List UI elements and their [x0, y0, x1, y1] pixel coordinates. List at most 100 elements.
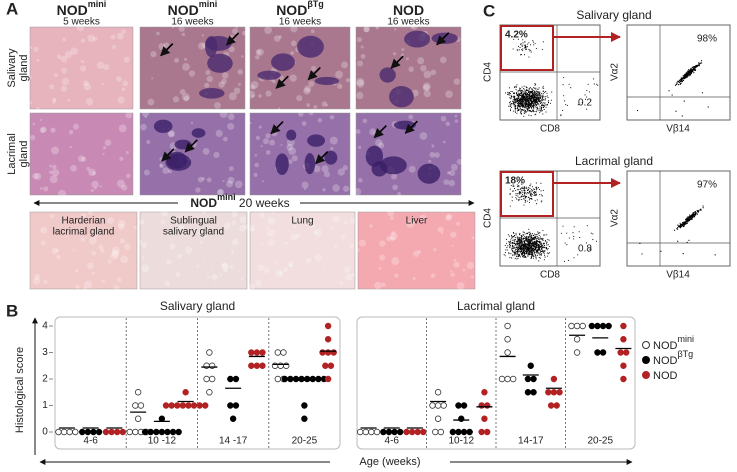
event [577, 104, 579, 106]
event [526, 240, 528, 242]
event [512, 239, 514, 241]
event [521, 106, 524, 108]
tissue-label: Liver [406, 216, 428, 227]
event [533, 191, 536, 193]
texture [412, 276, 416, 281]
texture [141, 242, 147, 248]
event [520, 54, 522, 56]
event [546, 234, 548, 236]
event [520, 105, 522, 108]
texture [431, 144, 435, 148]
event [689, 71, 692, 73]
event [586, 90, 588, 92]
event [534, 242, 537, 245]
event [535, 189, 538, 191]
event [507, 234, 509, 236]
event [528, 228, 530, 230]
infiltrate [324, 150, 338, 165]
event [536, 236, 538, 238]
event [698, 62, 700, 64]
texture [450, 163, 458, 171]
event [531, 243, 533, 245]
event [535, 95, 537, 97]
texture [61, 77, 70, 86]
event [676, 81, 678, 83]
data-point [484, 428, 491, 436]
event [535, 244, 538, 246]
event [579, 236, 581, 239]
event [516, 84, 518, 86]
texture [102, 152, 105, 155]
data-point [530, 375, 537, 383]
event [540, 253, 542, 255]
texture [253, 172, 258, 177]
event [538, 188, 541, 191]
event [593, 83, 595, 85]
texture [406, 220, 414, 228]
texture [310, 65, 317, 71]
event [537, 103, 540, 105]
event [697, 209, 699, 212]
event [521, 105, 524, 107]
texture [392, 52, 397, 56]
texture [442, 140, 446, 144]
event [532, 106, 534, 108]
label-bg [338, 455, 442, 469]
event [514, 101, 516, 103]
quadrant-value: 97% [697, 180, 717, 191]
texture [221, 72, 229, 79]
event [539, 112, 541, 114]
event [511, 248, 513, 250]
texture [175, 271, 181, 277]
event [512, 236, 514, 238]
event [515, 193, 517, 195]
event [514, 96, 516, 98]
event [525, 95, 527, 97]
texture [456, 282, 465, 290]
event [540, 251, 542, 253]
event [525, 48, 527, 50]
event [530, 183, 532, 185]
event [534, 194, 536, 196]
event [516, 180, 518, 183]
event [581, 102, 583, 104]
event [529, 86, 531, 88]
event [541, 99, 543, 101]
texture [261, 180, 265, 183]
event [523, 91, 525, 93]
event [521, 113, 523, 115]
texture [111, 246, 120, 255]
event [523, 245, 526, 247]
data-point [481, 389, 488, 396]
event [532, 40, 534, 42]
texture [124, 243, 131, 251]
event [514, 248, 517, 250]
event [513, 92, 515, 94]
texture [90, 188, 94, 193]
event [508, 235, 510, 237]
infiltrate [286, 129, 297, 141]
texture [205, 70, 211, 76]
texture [406, 57, 409, 61]
texture [267, 229, 275, 238]
event [516, 106, 519, 108]
event [533, 105, 535, 107]
texture [73, 249, 76, 252]
event [538, 110, 540, 112]
event [529, 247, 531, 249]
event [541, 200, 543, 202]
event [515, 247, 518, 249]
event [540, 238, 543, 240]
event [536, 109, 538, 111]
event [688, 216, 690, 218]
event [518, 92, 520, 94]
event [526, 92, 529, 94]
event [539, 194, 541, 196]
texture [341, 234, 346, 240]
texture [91, 180, 99, 189]
event [535, 113, 537, 115]
texture [49, 214, 55, 219]
event [701, 92, 704, 94]
event [531, 250, 533, 252]
texture [227, 113, 235, 120]
